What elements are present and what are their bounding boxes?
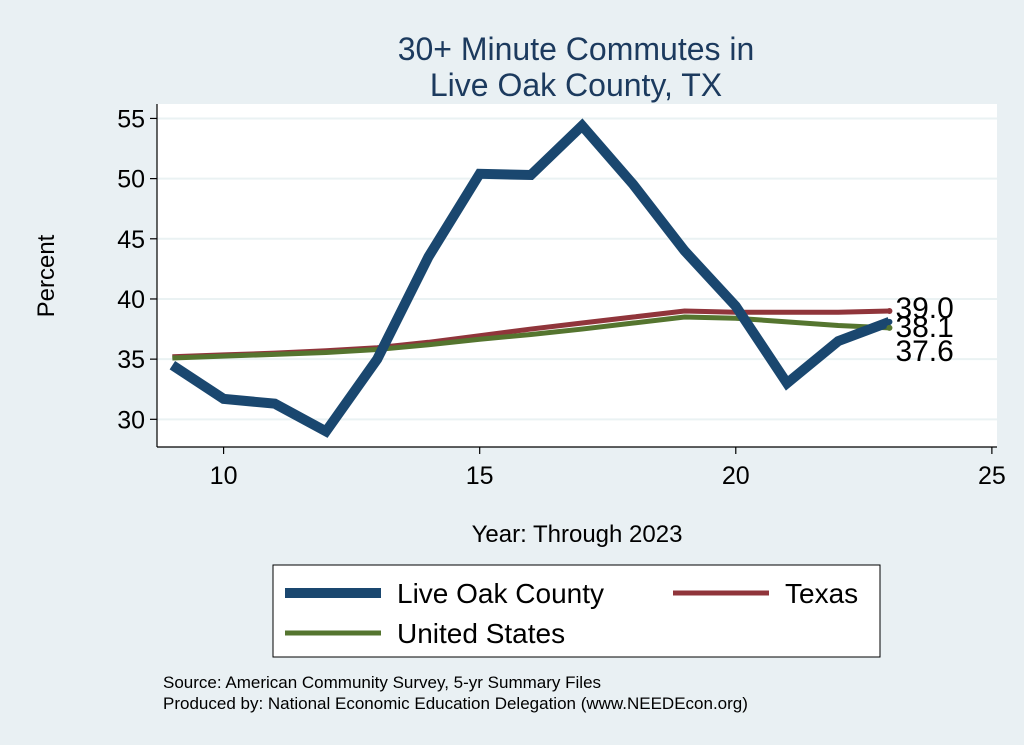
y-tick-label: 50: [117, 166, 145, 194]
legend: Live Oak County Texas United States: [285, 578, 858, 649]
end-label: 38.1: [895, 311, 953, 344]
y-axis-title: Percent: [33, 234, 60, 317]
y-tick-label: 45: [117, 226, 145, 254]
legend-label: Texas: [785, 578, 858, 609]
series-endpoint: [886, 324, 893, 331]
series-line-live-oak-county: [169, 118, 892, 438]
source-note: Source: American Community Survey, 5-yr …: [163, 673, 601, 692]
series-endpoint: [886, 308, 893, 315]
series-lines: [169, 118, 893, 438]
end-label: 37.6: [895, 335, 953, 368]
gridlines: [157, 117, 997, 421]
x-axis-title: Year: Through 2023: [472, 521, 683, 548]
axis-ticks: 30 35 40 45 50 55 10 15 20 25: [117, 105, 1006, 490]
series-line-united-states: [172, 314, 890, 361]
x-tick-label: 25: [978, 462, 1006, 490]
y-tick-label: 55: [117, 105, 145, 133]
x-tick-label: 15: [466, 462, 494, 490]
y-tick-label: 30: [117, 406, 145, 434]
produced-note: Produced by: National Economic Education…: [163, 694, 748, 713]
chart-title-line-1: 30+ Minute Commutes in: [398, 31, 755, 67]
end-label: 39.0: [895, 292, 953, 325]
end-labels: 39.038.137.6: [895, 292, 953, 368]
x-tick-label: 20: [722, 462, 750, 490]
y-tick-label: 35: [117, 346, 145, 374]
series-endpoint: [886, 318, 893, 325]
y-tick-label: 40: [117, 286, 145, 314]
legend-label: Live Oak County: [397, 578, 604, 609]
legend-label: United States: [397, 618, 565, 649]
plot-area: [157, 104, 997, 447]
axes: [156, 104, 997, 448]
x-tick-label: 10: [210, 462, 238, 490]
chart-title-line-2: Live Oak County, TX: [430, 67, 722, 103]
legend-box: [272, 564, 881, 658]
